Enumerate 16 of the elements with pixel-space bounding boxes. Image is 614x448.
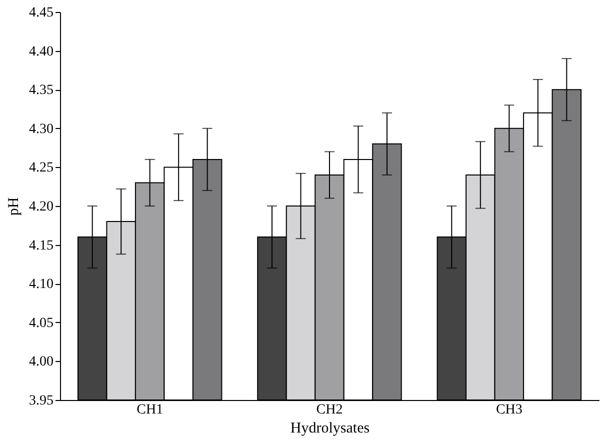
y-tick-label: 4.45 (29, 6, 54, 20)
x-axis-title: Hydrolysates (290, 420, 370, 436)
y-tick-label: 4.30 (29, 122, 54, 137)
y-tick-label: 3.95 (29, 394, 54, 408)
y-tick-label: 4.25 (29, 160, 54, 176)
x-tick-label: CH1 (136, 402, 164, 418)
y-tick-label: 4.05 (29, 316, 54, 331)
y-tick-label: 4.00 (29, 354, 54, 370)
y-axis-title: pH (6, 197, 22, 216)
y-tick-label: 4.20 (29, 200, 54, 214)
x-tick-label: CH2 (316, 402, 343, 418)
y-tick-label: 4.35 (29, 83, 54, 98)
y-tick-label: 4.40 (29, 44, 54, 60)
y-tick-label: 4.15 (29, 238, 54, 254)
y-tick-label: 4.10 (29, 277, 54, 292)
x-tick-label: CH3 (496, 402, 522, 418)
